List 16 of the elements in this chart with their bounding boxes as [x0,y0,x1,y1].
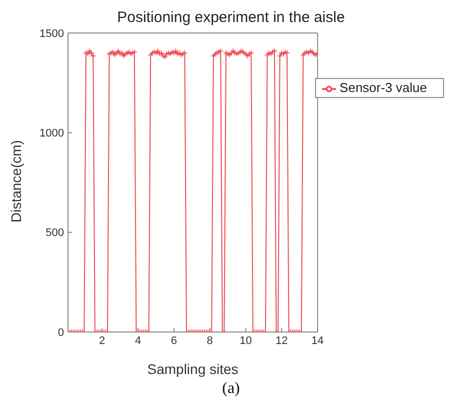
x-tick-label: 6 [170,334,177,347]
x-tick-label: 8 [206,334,213,347]
text: (a) [221,380,241,398]
y-axis-title: Distance(cm) [8,140,24,222]
y-tick-label: 500 [46,227,64,240]
x-tick-label: 4 [134,334,142,347]
legend-label: Sensor-3 value [340,80,427,95]
x-tick-label: 10 [240,334,252,347]
y-tick-label: 0 [58,326,64,339]
y-tick-label: 1000 [40,128,64,140]
chart-title: Positioning experiment in the aisle [116,8,346,28]
x-axis-title: Sampling sites [147,361,238,377]
x-tick-label: 12 [276,334,288,347]
x-tick-label: 2 [99,334,106,347]
y-tick-label: 1500 [40,28,64,40]
x-tick-label: 14 [311,334,324,347]
